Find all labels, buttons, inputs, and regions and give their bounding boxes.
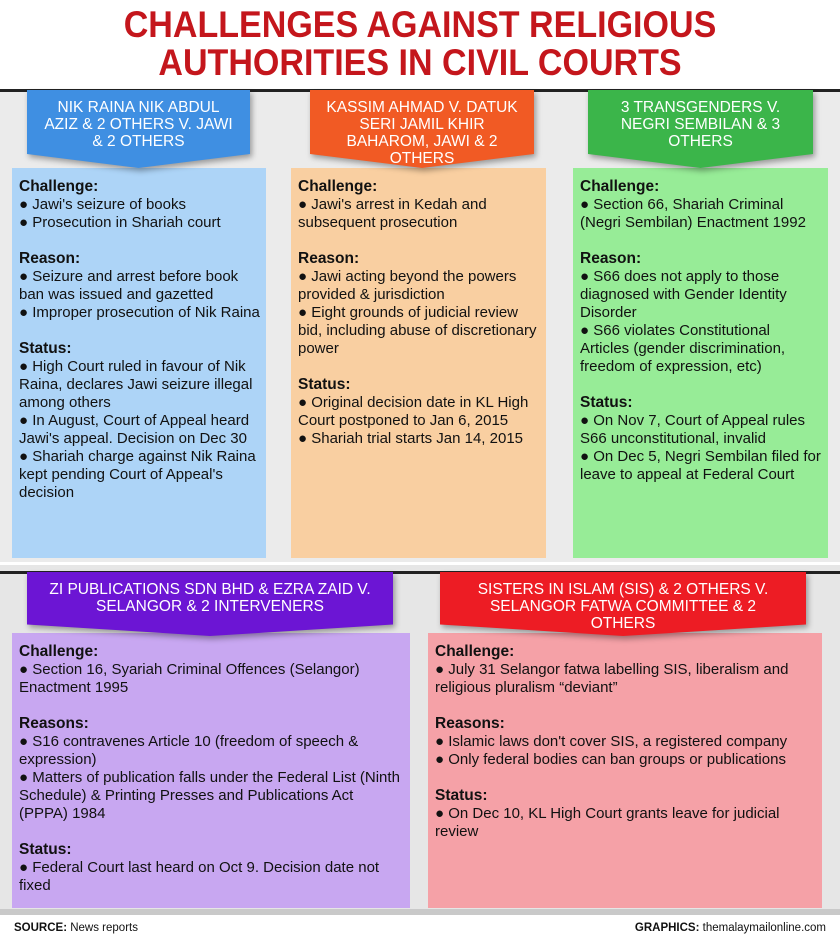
graphics-credit: GRAPHICS: themalaymailonline.com <box>634 922 826 934</box>
case-title: SISTERS IN ISLAM (SIS) & 2 OTHERS V. SEL… <box>477 581 769 632</box>
case-details: Challenge: ● July 31 Selangor fatwa label… <box>428 633 822 908</box>
case-banner: SISTERS IN ISLAM (SIS) & 2 OTHERS V. SEL… <box>440 572 806 636</box>
bullet-item: ● Seizure and arrest before book ban was… <box>19 268 239 303</box>
bullet-item: ● Matters of publication falls under the… <box>19 769 400 822</box>
section-heading: Reason: <box>298 250 360 267</box>
case-banner: NIK RAINA NIK ABDUL AZIZ & 2 OTHERS V. J… <box>27 90 250 168</box>
bullet-item: ● Shariah charge against Nik Raina kept … <box>19 448 256 501</box>
section-heading: Challenge: <box>580 178 660 195</box>
section-reason: Reason: ● Seizure and arrest before book … <box>19 250 260 322</box>
case-details: Challenge: ● Section 16, Syariah Criminal… <box>12 633 410 908</box>
bullet-item: ● Islamic laws don't cover SIS, a regist… <box>435 733 788 750</box>
bullet-item: ● Original decision date in KL High Cour… <box>298 394 529 429</box>
case-banner: 3 TRANSGENDERS V. NEGRI SEMBILAN & 3 OTH… <box>588 90 813 168</box>
bullet-item: ● Prosecution in Shariah court <box>19 214 221 231</box>
divider <box>0 571 840 574</box>
bullet-item: ● July 31 Selangor fatwa labelling SIS, … <box>435 661 789 696</box>
section-heading: Challenge: <box>19 643 99 660</box>
case-title: KASSIM AHMAD V. DATUK SERI JAMIL KHIR BA… <box>326 99 518 167</box>
bullet-item: ● Section 66, Shariah Criminal (Negri Se… <box>580 196 806 231</box>
section-heading: Reason: <box>19 250 81 267</box>
section-challenge: Challenge: ● Jawi's seizure of books ● Pro… <box>19 178 260 232</box>
bullet-item: ● S66 violates Constitutional Articles (… <box>580 322 786 375</box>
section-status: Status: ● On Dec 10, KL High Court grants… <box>435 787 816 841</box>
bullet-item: ● S66 does not apply to those diagnosed … <box>580 268 787 321</box>
section-status: Status: ● Original decision date in KL Hi… <box>298 376 540 448</box>
section-reason: Reason: ● Jawi acting beyond the powers p… <box>298 250 540 358</box>
section-reason: Reason: ● S66 does not apply to those dia… <box>580 250 822 376</box>
section-heading: Reasons: <box>435 715 505 732</box>
section-heading: Reasons: <box>19 715 89 732</box>
bullet-item: ● High Court ruled in favour of Nik Rain… <box>19 358 253 411</box>
bullet-item: ● In August, Court of Appeal heard Jawi'… <box>19 412 250 447</box>
case-title: ZI PUBLICATIONS SDN BHD & EZRA ZAID V. S… <box>49 581 371 615</box>
section-heading: Status: <box>19 841 72 858</box>
bullet-item: ● Jawi's arrest in Kedah and subsequent … <box>298 196 487 231</box>
section-status: Status: ● High Court ruled in favour of N… <box>19 340 260 502</box>
section-heading: Challenge: <box>298 178 378 195</box>
bullet-item: ● Eight grounds of judicial review bid, … <box>298 304 537 357</box>
section-reasons: Reasons: ● S16 contravenes Article 10 (fr… <box>19 715 404 823</box>
section-heading: Status: <box>580 394 633 411</box>
bullet-item: ● Only federal bodies can ban groups or … <box>435 751 786 768</box>
bullet-item: ● On Dec 5, Negri Sembilan filed for lea… <box>580 448 821 483</box>
section-reasons: Reasons: ● Islamic laws don't cover SIS, … <box>435 715 816 769</box>
bullet-item: ● On Dec 10, KL High Court grants leave … <box>435 805 780 840</box>
case-title: NIK RAINA NIK ABDUL AZIZ & 2 OTHERS V. J… <box>44 99 233 150</box>
case-details: Challenge: ● Jawi's arrest in Kedah and s… <box>291 168 546 558</box>
section-heading: Status: <box>19 340 72 357</box>
section-challenge: Challenge: ● Section 16, Syariah Criminal… <box>19 643 404 697</box>
case-details: Challenge: ● Section 66, Shariah Criminal… <box>573 168 828 558</box>
bullet-item: ● Shariah trial starts Jan 14, 2015 <box>298 430 524 447</box>
case-banner: ZI PUBLICATIONS SDN BHD & EZRA ZAID V. S… <box>27 572 393 636</box>
section-heading: Status: <box>435 787 488 804</box>
section-challenge: Challenge: ● Jawi's arrest in Kedah and s… <box>298 178 540 232</box>
section-status: Status: ● On Nov 7, Court of Appeal rules… <box>580 394 822 484</box>
section-heading: Challenge: <box>435 643 515 660</box>
case-banner: KASSIM AHMAD V. DATUK SERI JAMIL KHIR BA… <box>310 90 534 168</box>
section-heading: Status: <box>298 376 351 393</box>
section-heading: Challenge: <box>19 178 99 195</box>
section-challenge: Challenge: ● Section 66, Shariah Criminal… <box>580 178 822 232</box>
bullet-item: ● Jawi acting beyond the powers provided… <box>298 268 517 303</box>
bullet-item: ● Federal Court last heard on Oct 9. Dec… <box>19 859 380 894</box>
section-status: Status: ● Federal Court last heard on Oct… <box>19 841 404 895</box>
section-challenge: Challenge: ● July 31 Selangor fatwa label… <box>435 643 816 697</box>
case-details: Challenge: ● Jawi's seizure of books ● Pro… <box>12 168 266 558</box>
bullet-item: ● On Nov 7, Court of Appeal rules S66 un… <box>580 412 806 447</box>
bullet-item: ● Jawi's seizure of books <box>19 196 186 213</box>
source-credit: SOURCE: News reports <box>14 922 138 934</box>
bullet-item: ● Section 16, Syariah Criminal Offences … <box>19 661 360 696</box>
case-title: 3 TRANSGENDERS V. NEGRI SEMBILAN & 3 OTH… <box>620 99 781 150</box>
page-title: CHALLENGES AGAINST RELIGIOUS AUTHORITIES… <box>123 4 717 83</box>
bullet-item: ● Improper prosecution of Nik Raina <box>19 304 260 321</box>
bullet-item: ● S16 contravenes Article 10 (freedom of… <box>19 733 359 768</box>
section-heading: Reason: <box>580 250 642 267</box>
